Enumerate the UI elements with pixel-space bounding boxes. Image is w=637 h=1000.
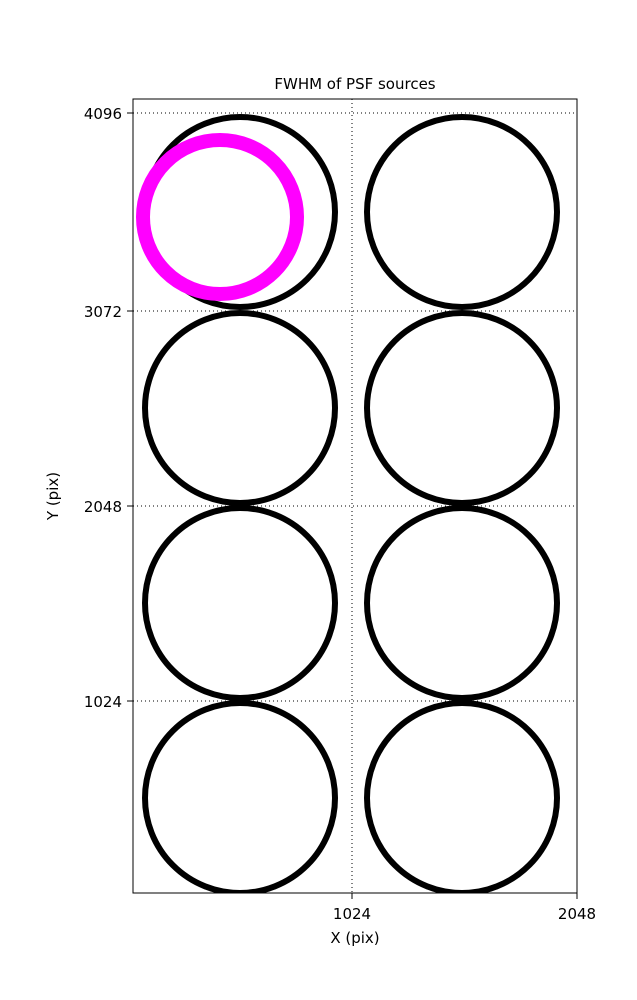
highlighted-psf-source-marker[interactable]: [136, 133, 304, 301]
x-axis-ticks: [351, 893, 578, 899]
y-axis-ticks: [127, 112, 133, 702]
plot-frame: [132, 98, 578, 894]
xtick-label-2048: 2048: [558, 905, 596, 923]
psf-source-marker[interactable]: [364, 310, 560, 506]
psf-source-marker[interactable]: [142, 310, 338, 506]
ytick-label-4096: 4096: [84, 105, 122, 123]
ytick-label-2048: 2048: [84, 498, 122, 516]
plot-title: FWHM of PSF sources: [274, 75, 435, 93]
gridlines: [133, 99, 577, 893]
axes-spines: [132, 98, 578, 894]
psf-source-marker[interactable]: [142, 505, 338, 701]
psf-source-marker[interactable]: [364, 700, 560, 893]
x-axis-label: X (pix): [330, 929, 379, 947]
psf-source-markers: [136, 114, 560, 893]
psf-source-marker[interactable]: [142, 700, 338, 893]
psf-source-marker[interactable]: [364, 505, 560, 701]
psf-source-marker[interactable]: [364, 114, 560, 310]
y-axis-label: Y (pix): [44, 472, 62, 521]
xtick-label-1024: 1024: [333, 905, 371, 923]
ytick-label-3072: 3072: [84, 303, 122, 321]
ytick-label-1024: 1024: [84, 693, 122, 711]
